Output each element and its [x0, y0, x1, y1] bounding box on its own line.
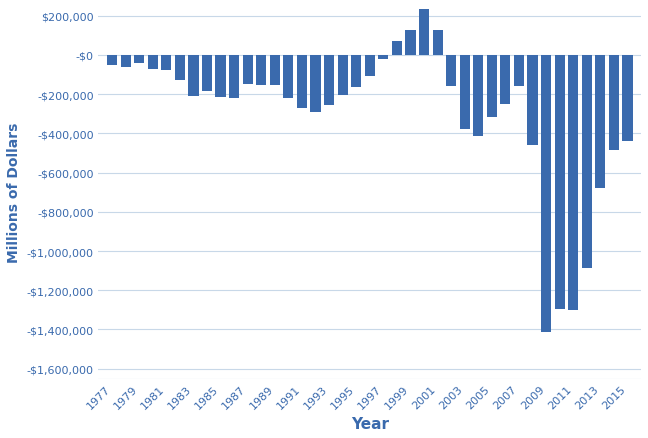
- Bar: [487, 56, 497, 118]
- Bar: [378, 56, 388, 60]
- Bar: [446, 56, 456, 87]
- Bar: [419, 10, 429, 56]
- Bar: [283, 56, 294, 99]
- Bar: [351, 56, 362, 88]
- Bar: [310, 56, 321, 113]
- Bar: [121, 56, 131, 67]
- Bar: [134, 56, 145, 64]
- X-axis label: Year: Year: [351, 416, 389, 431]
- Bar: [432, 31, 443, 56]
- Bar: [161, 56, 171, 71]
- Bar: [189, 56, 198, 96]
- Bar: [365, 56, 375, 77]
- Bar: [324, 56, 334, 106]
- Bar: [229, 56, 239, 99]
- Bar: [297, 56, 307, 109]
- Bar: [107, 56, 117, 66]
- Bar: [582, 56, 592, 268]
- Bar: [541, 56, 551, 332]
- Bar: [568, 56, 578, 310]
- Bar: [202, 56, 212, 92]
- Bar: [514, 56, 524, 87]
- Bar: [148, 56, 158, 70]
- Bar: [527, 56, 538, 145]
- Bar: [256, 56, 266, 86]
- Bar: [459, 56, 470, 130]
- Bar: [609, 56, 619, 151]
- Bar: [406, 31, 415, 56]
- Bar: [392, 42, 402, 56]
- Bar: [216, 56, 226, 97]
- Bar: [338, 56, 348, 95]
- Bar: [623, 56, 632, 141]
- Bar: [500, 56, 511, 104]
- Bar: [175, 56, 185, 81]
- Bar: [555, 56, 565, 309]
- Bar: [596, 56, 605, 189]
- Bar: [473, 56, 483, 137]
- Bar: [242, 56, 253, 85]
- Y-axis label: Millions of Dollars: Millions of Dollars: [7, 123, 21, 263]
- Bar: [270, 56, 280, 86]
